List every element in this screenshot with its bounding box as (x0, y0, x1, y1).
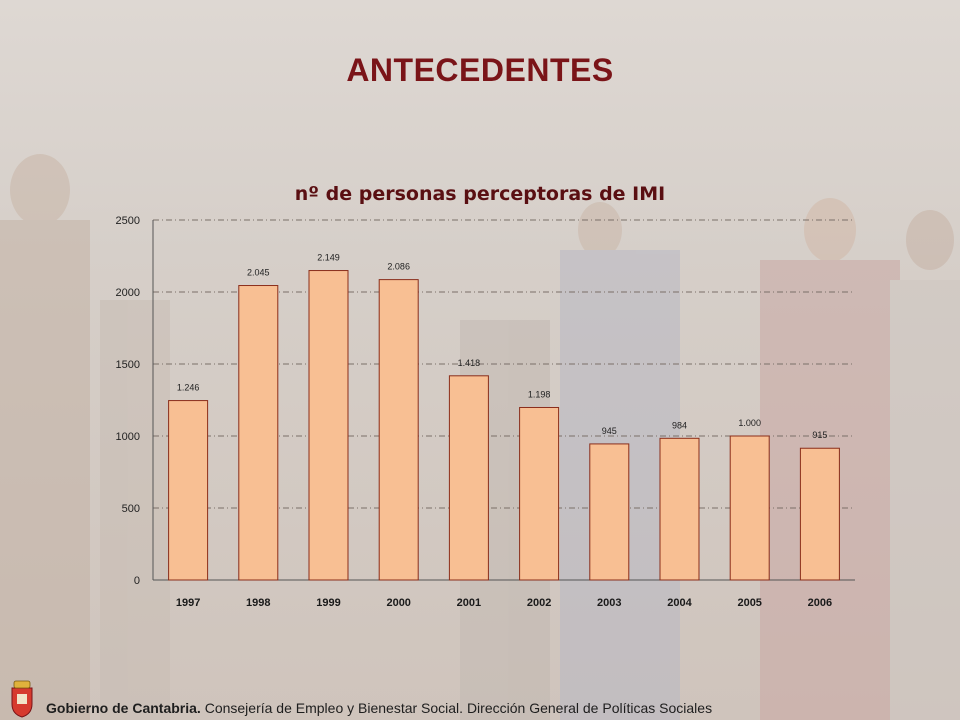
cantabria-crest-icon (11, 680, 33, 718)
data-label: 1.246 (177, 383, 200, 393)
data-label: 2.149 (317, 253, 340, 263)
data-label: 1.198 (528, 389, 551, 399)
data-label: 1.418 (458, 358, 481, 368)
y-tick-label: 2000 (116, 287, 140, 299)
x-tick-label: 1998 (246, 597, 270, 609)
x-tick-label: 2003 (597, 597, 621, 609)
bar (589, 443, 630, 581)
slide-title: ANTECEDENTES (346, 52, 614, 88)
data-label: 2.045 (247, 268, 270, 278)
x-tick-label: 2005 (737, 597, 761, 609)
data-label: 984 (672, 420, 687, 430)
bar (238, 285, 279, 581)
x-tick-label: 2006 (808, 597, 832, 609)
bar (448, 375, 489, 581)
footer-org: Gobierno de Cantabria. (46, 700, 201, 716)
bar (659, 437, 700, 581)
data-label: 2.086 (387, 262, 410, 272)
x-tick-label: 1999 (316, 597, 340, 609)
y-tick-label: 500 (122, 503, 140, 515)
bar (168, 400, 209, 581)
bar (799, 447, 840, 581)
footer: Gobierno de Cantabria. Consejería de Emp… (46, 700, 712, 716)
footer-dept: Consejería de Empleo y Bienestar Social.… (204, 700, 713, 716)
data-label: 1.000 (738, 418, 761, 428)
x-tick-label: 1997 (176, 597, 200, 609)
bar (308, 270, 349, 581)
x-tick-label: 2004 (667, 597, 692, 609)
data-label: 945 (602, 426, 617, 436)
bar (378, 279, 419, 581)
y-tick-label: 1500 (116, 359, 140, 371)
bar (519, 406, 560, 581)
chart-title: nº de personas perceptoras de IMI (295, 183, 665, 205)
x-tick-label: 2000 (386, 597, 410, 609)
y-tick-label: 1000 (116, 431, 140, 443)
data-label: 915 (812, 430, 827, 440)
y-tick-label: 0 (134, 575, 140, 587)
y-tick-label: 2500 (116, 215, 140, 227)
x-tick-label: 2001 (457, 597, 481, 609)
bar (729, 435, 770, 581)
x-tick-label: 2002 (527, 597, 551, 609)
